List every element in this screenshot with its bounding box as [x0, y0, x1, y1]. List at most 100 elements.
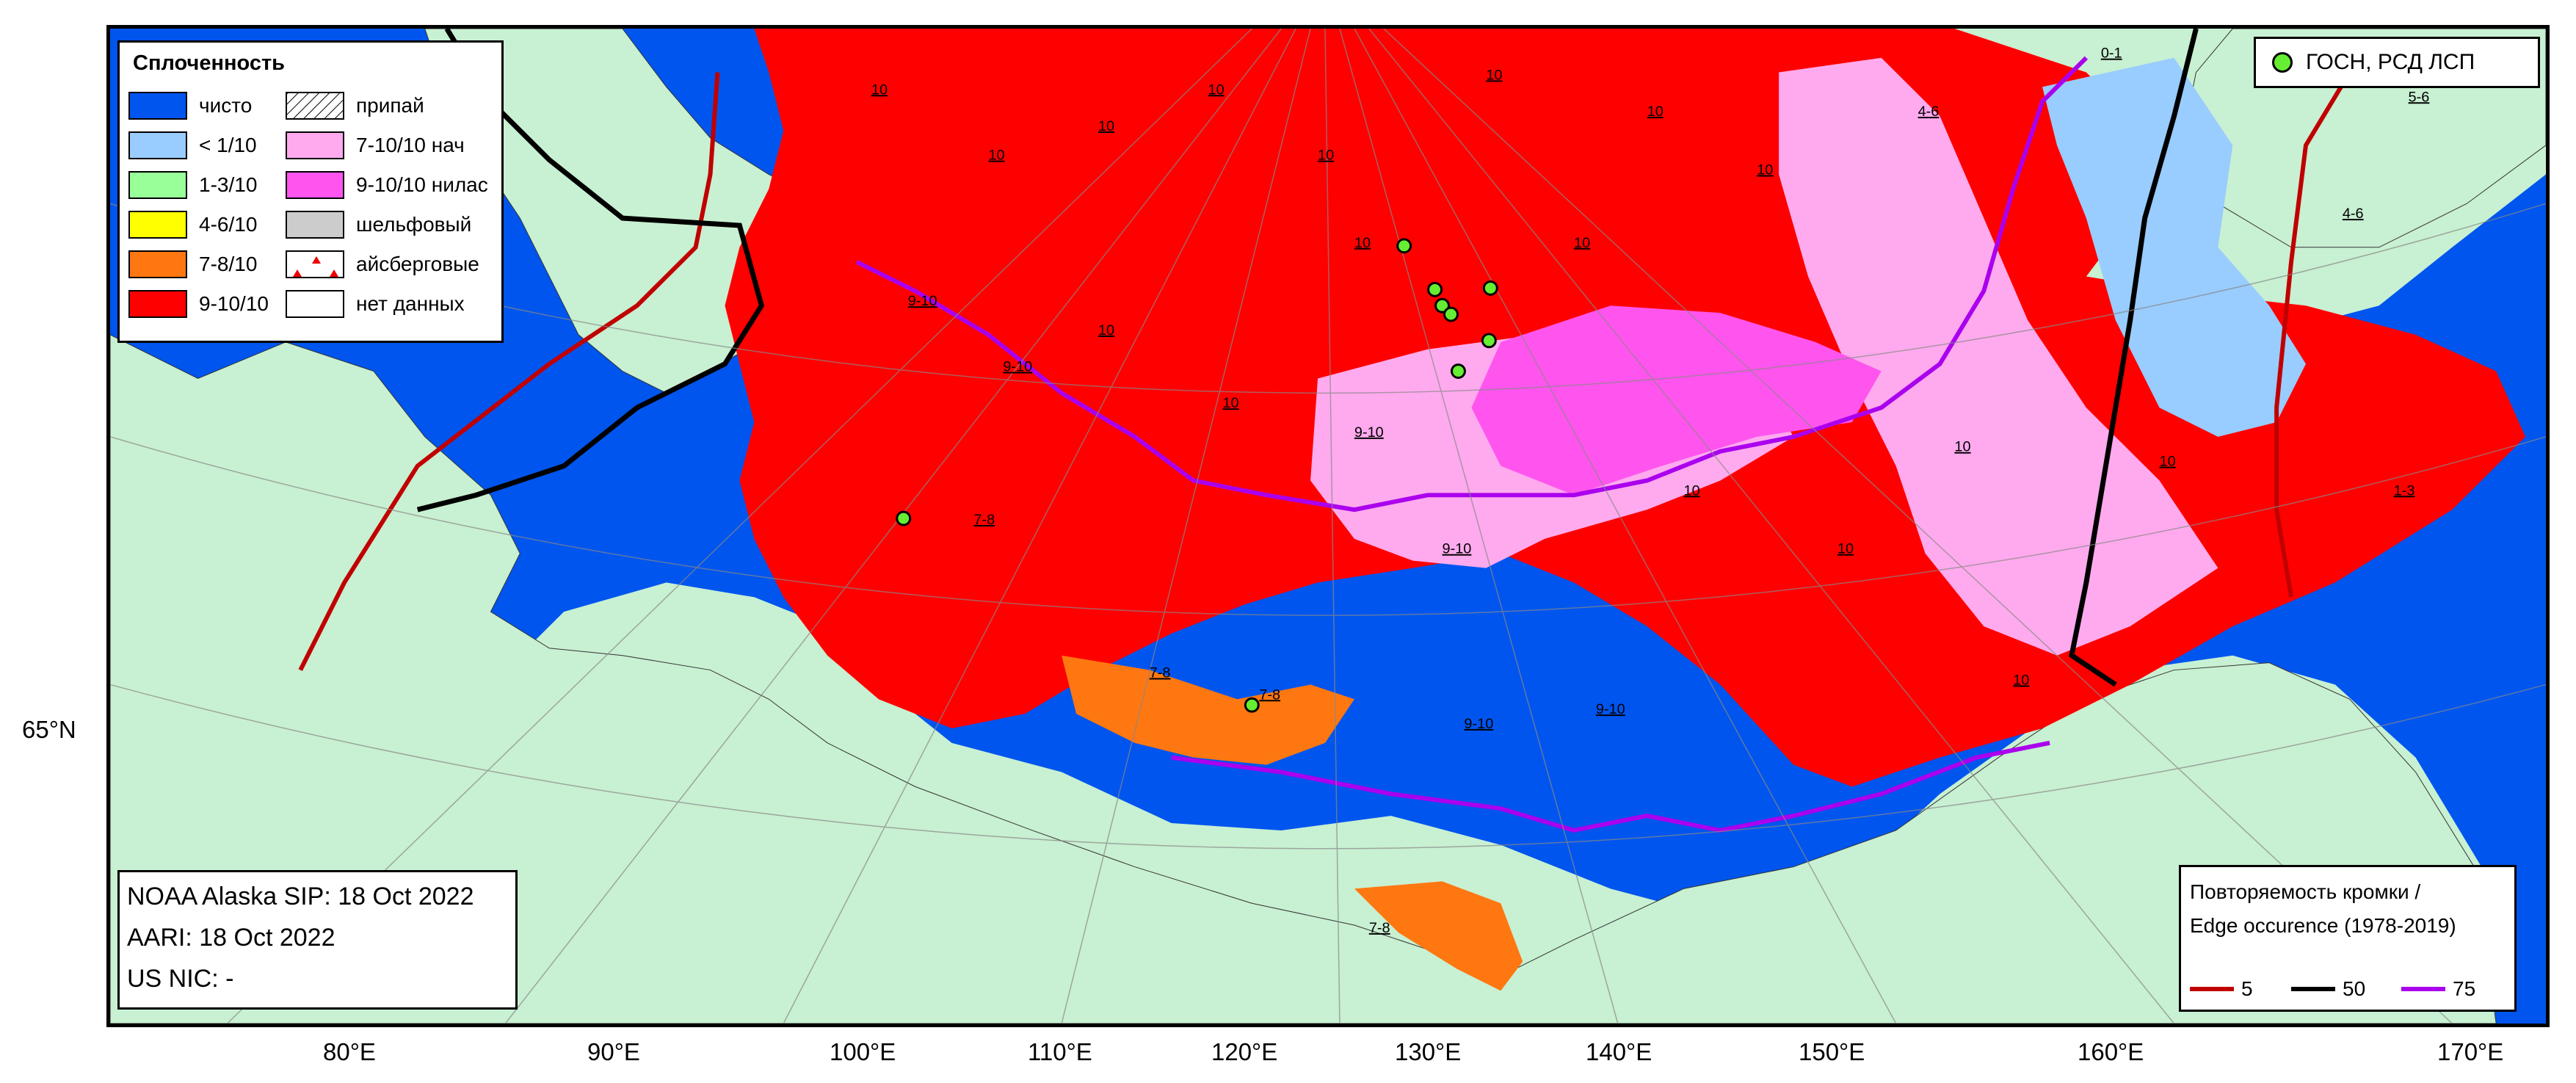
concentration-label: 10: [1684, 482, 1700, 499]
concentration-label: 9-10: [1443, 541, 1472, 557]
station-marker: [1244, 697, 1260, 713]
concentration-label: 10: [2013, 672, 2029, 688]
ice-young-east: [1779, 57, 2218, 656]
concentration-label: 9-10: [908, 293, 937, 309]
map-frame: 10 10 10 10 10 10 10 10 10 10 10 10 7-8 7-8 7-8 7-8 9-10…: [106, 25, 2550, 1027]
concentration-label: 7-8: [1259, 687, 1280, 703]
lon-tick: 140°E: [1586, 1038, 1652, 1065]
concentration-label: 9-10: [1464, 716, 1493, 732]
concentration-label: 10: [1354, 235, 1371, 251]
legend-label: 4-6/10: [199, 213, 258, 236]
edge-occurrence-legend: Повторяемость кромки / Edge occurence (1…: [2179, 865, 2517, 1012]
station-marker: [1481, 333, 1497, 349]
source-noaa: NOAA Alaska SIP: 18 Oct 2022: [127, 883, 474, 910]
legend-item-4-6: 4-6/10: [128, 210, 257, 239]
legend-item-fast-ice: припай: [286, 91, 424, 120]
lon-tick: 110°E: [1028, 1038, 1092, 1065]
legend-swatch: [128, 92, 187, 120]
ice-7-8-south: [1354, 881, 1523, 991]
station-markers: [896, 238, 1498, 713]
station-marker: [896, 510, 912, 526]
source-info: NOAA Alaska SIP: 18 Oct 2022 AARI: 18 Oc…: [117, 870, 518, 1010]
edge-value: 50: [2343, 977, 2366, 1000]
concentration-label: 4-6: [1918, 104, 1940, 120]
ice-7-8: [1062, 655, 1354, 765]
concentration-label: 10: [1318, 148, 1334, 164]
concentration-label: 10: [871, 82, 888, 98]
stations-label: ГОСН, РСД ЛСП: [2306, 50, 2475, 74]
legend-item-9-10: 9-10/10: [128, 289, 269, 319]
edge-line-75: [855, 56, 2089, 833]
source-usnic: US NIC: -: [127, 965, 234, 993]
lon-tick: 80°E: [323, 1038, 376, 1065]
legend-item-1-3: 1-3/10: [128, 170, 257, 200]
edge-title-en: Edge occurence (1978-2019): [2190, 914, 2456, 937]
concentration-label: 7-8: [1150, 665, 1171, 681]
edge-item-5: 5: [2190, 977, 2253, 1001]
legend-item-7-8: 7-8/10: [128, 250, 257, 279]
concentration-label: 10: [988, 148, 1004, 164]
concentration-label: 0-1: [2101, 46, 2122, 62]
legend-item-no-data: нет данных: [286, 289, 465, 319]
legend-swatch: [286, 131, 344, 159]
legend-item-young-ice: 7-10/10 нач: [286, 131, 465, 160]
legend-item-nilas: 9-10/10 нилас: [286, 170, 488, 200]
ice-nilas: [1471, 305, 1882, 496]
legend-item-lt1: < 1/10: [128, 131, 257, 160]
legend-label: 9-10/10: [199, 292, 269, 315]
concentration-label: 7-8: [973, 512, 995, 528]
legend-label: 1-3/10: [199, 173, 258, 196]
lon-tick: 100°E: [830, 1038, 896, 1065]
concentration-label: 10: [2160, 454, 2176, 470]
legend: Сплоченность чисто < 1/10 1-3/10 4-6/10 …: [117, 40, 504, 343]
concentration-label: 10: [1837, 541, 1854, 557]
concentration-label: 10: [1208, 82, 1224, 98]
station-marker: [1434, 297, 1450, 314]
station-marker: [1396, 238, 1412, 254]
concentration-label: 5-6: [2409, 89, 2430, 105]
legend-label: шельфовый: [356, 213, 472, 236]
lon-tick: 90°E: [587, 1038, 640, 1065]
station-marker: [1443, 306, 1459, 322]
legend-label: припай: [356, 94, 424, 117]
legend-label: айсберговые: [356, 253, 479, 275]
legend-item-shelf: шельфовый: [286, 210, 471, 239]
edge-title-ru: Повторяемость кромки /: [2190, 880, 2421, 903]
edge-line-75-icon: [2401, 987, 2445, 991]
concentration-label: 7-8: [1369, 920, 1390, 936]
legend-swatch: [128, 171, 187, 199]
edge-line-50-icon: [2291, 987, 2335, 991]
legend-item-icebergs: айсберговые: [286, 250, 479, 279]
ice-very-open: [2042, 57, 2306, 437]
lon-tick: 150°E: [1799, 1038, 1865, 1065]
legend-swatch: [128, 250, 187, 278]
legend-swatch: [128, 290, 187, 318]
legend-title: Сплоченность: [133, 51, 285, 75]
legend-label: чисто: [199, 94, 253, 117]
legend-label: 7-8/10: [199, 253, 258, 275]
station-marker: [1482, 280, 1498, 296]
concentration-label: 9-10: [1003, 359, 1032, 375]
source-aari: AARI: 18 Oct 2022: [127, 924, 335, 952]
legend-swatch: [128, 131, 187, 159]
legend-label: < 1/10: [199, 134, 257, 156]
concentration-label: 9-10: [1596, 701, 1625, 717]
concentration-label: 10: [1486, 68, 1502, 84]
legend-swatch: [128, 211, 187, 239]
concentration-label: 10: [1222, 395, 1238, 411]
lon-tick: 120°E: [1211, 1038, 1278, 1065]
legend-swatch: [286, 211, 344, 239]
iceberg-swatch-icon: [286, 250, 344, 278]
concentration-label: 4-6: [2343, 206, 2364, 222]
hatch-swatch-icon: [286, 92, 344, 120]
latitude-label: 65°N: [22, 716, 76, 743]
lon-tick: 130°E: [1395, 1038, 1462, 1065]
edge-line-5-icon: [2190, 987, 2234, 991]
legend-swatch: [286, 290, 344, 318]
concentration-label: 10: [1098, 118, 1114, 134]
concentration-label: 10: [1757, 162, 1773, 178]
map-canvas[interactable]: 10 10 10 10 10 10 10 10 10 10 10 10 7-8 7-8 7-8 7-8 9-10…: [110, 29, 2546, 1024]
edge-item-50: 50: [2291, 977, 2365, 1001]
station-marker: [1450, 363, 1466, 379]
edge-item-75: 75: [2401, 977, 2475, 1001]
